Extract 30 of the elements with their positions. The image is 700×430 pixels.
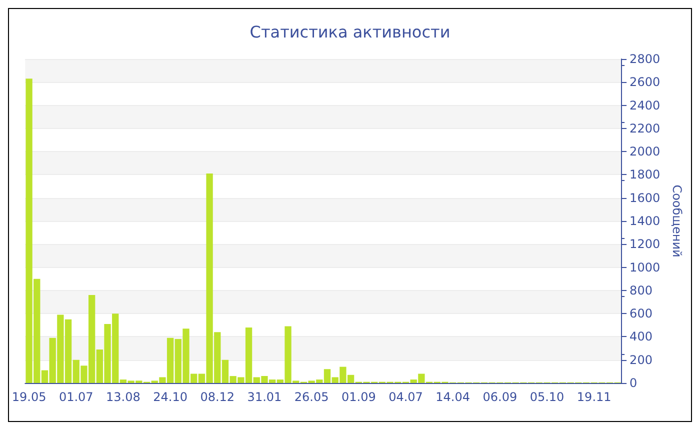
- x-tick-label: 05.10: [530, 390, 564, 404]
- y-axis-title: Сообщений: [670, 184, 684, 258]
- y-tick-label: 2400: [630, 98, 660, 112]
- x-tick-label: 26.05: [294, 390, 329, 404]
- y-tick-label: 400: [630, 330, 652, 344]
- y-tick-label: 1000: [630, 260, 660, 274]
- y-tick-label: 1400: [630, 214, 660, 228]
- x-tick-label: 01.07: [58, 390, 94, 404]
- x-tick-label: 08.12: [200, 390, 235, 404]
- y-tick-label: 600: [630, 306, 652, 321]
- x-tick-label: 31.01: [247, 390, 282, 404]
- y-tick-label: 200: [630, 352, 652, 367]
- y-tick-label: 1600: [630, 190, 660, 205]
- x-tick-label: 19.05: [12, 390, 46, 404]
- x-tick-label: 01.09: [341, 390, 376, 404]
- x-tick-label: 06.09: [482, 390, 518, 404]
- y-tick-label: 2200: [630, 121, 660, 136]
- x-tick-label: 13.08: [106, 390, 140, 404]
- y-tick-label: 1800: [630, 168, 660, 182]
- y-tick-label: 0: [630, 376, 638, 390]
- x-tick-label: 14.04: [436, 390, 470, 404]
- y-tick-label: 1200: [630, 237, 660, 252]
- x-tick-label: 04.07: [388, 390, 423, 404]
- y-tick-label: 2800: [630, 52, 660, 66]
- chart-title: Статистика активности: [250, 22, 450, 42]
- y-tick-label: 800: [630, 283, 652, 298]
- y-tick-label: 2600: [630, 75, 660, 90]
- x-tick-label: 24.10: [153, 390, 188, 404]
- y-tick-label: 2000: [630, 144, 660, 159]
- x-tick-label: 19.11: [576, 390, 612, 404]
